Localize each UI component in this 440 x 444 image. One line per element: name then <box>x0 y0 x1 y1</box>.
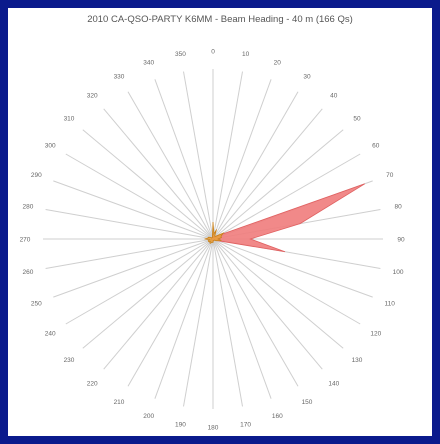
angle-tick-label: 80 <box>394 204 402 211</box>
spoke-line <box>212 79 272 240</box>
angle-tick-label: 0 <box>211 48 215 55</box>
series-area-0 <box>210 183 366 253</box>
angle-tick-label: 330 <box>114 74 125 81</box>
angle-tick-label: 150 <box>302 399 313 406</box>
spoke-line <box>212 238 344 349</box>
angle-tick-label: 40 <box>330 92 338 99</box>
angle-tick-label: 300 <box>45 142 56 149</box>
chart-title: 2010 CA-QSO-PARTY K6MM - Beam Heading - … <box>87 14 353 25</box>
spoke-line <box>53 180 214 240</box>
angle-tick-label: 200 <box>143 413 154 420</box>
spoke-line <box>154 238 214 399</box>
angle-tick-label: 320 <box>87 92 98 99</box>
angle-tick-label: 120 <box>370 330 381 337</box>
angle-tick-label: 210 <box>114 399 125 406</box>
angle-tick-label: 70 <box>386 172 394 179</box>
spoke-line <box>65 238 214 325</box>
angle-tick-label: 250 <box>31 301 42 308</box>
spoke-line <box>212 91 299 240</box>
spoke-line <box>212 238 323 370</box>
spoke-line <box>212 238 272 399</box>
angle-tick-label: 100 <box>393 269 404 276</box>
spoke-line <box>183 71 214 240</box>
angle-tick-label: 60 <box>372 142 380 149</box>
angle-labels: 0 10 20 30 40 50 60 70 80 90 100 110 120 130 140 150 160… <box>20 48 405 431</box>
spoke-line <box>103 238 214 370</box>
angle-tick-label: 20 <box>274 60 282 67</box>
angle-tick-label: 310 <box>64 116 75 123</box>
angle-tick-label: 10 <box>242 51 250 58</box>
angle-tick-label: 220 <box>87 380 98 387</box>
spoke-line <box>45 209 214 240</box>
angle-tick-label: 260 <box>22 269 33 276</box>
spoke-line <box>212 238 373 298</box>
angle-tick-label: 50 <box>353 116 361 123</box>
angle-tick-label: 180 <box>208 424 219 431</box>
polar-chart: 0 10 20 30 40 50 60 70 80 90 100 110 120 130 140 150 160… <box>20 48 405 431</box>
angle-tick-label: 340 <box>143 60 154 67</box>
spoke-line <box>212 238 361 325</box>
spoke-line <box>212 71 243 240</box>
angle-tick-label: 190 <box>175 421 186 428</box>
angle-tick-label: 30 <box>303 74 311 81</box>
spoke-line <box>212 108 323 240</box>
chart-frame: 2010 CA-QSO-PARTY K6MM - Beam Heading - … <box>8 8 432 436</box>
angle-tick-label: 90 <box>397 236 405 243</box>
spoke-line <box>212 129 344 240</box>
angle-tick-label: 110 <box>385 301 396 308</box>
angle-tick-label: 280 <box>22 204 33 211</box>
spoke-line <box>82 238 214 349</box>
spoke-line <box>212 238 299 387</box>
spoke-line <box>183 238 214 407</box>
series-area-1 <box>204 221 225 244</box>
spoke-line <box>127 91 214 240</box>
angle-tick-label: 140 <box>328 380 339 387</box>
angle-tick-label: 270 <box>20 236 31 243</box>
spoke-line <box>212 153 361 240</box>
angle-tick-label: 230 <box>64 357 75 364</box>
spoke-line <box>103 108 214 240</box>
spoke-lines <box>43 69 383 409</box>
angle-tick-label: 170 <box>240 421 251 428</box>
angle-tick-label: 130 <box>352 357 363 364</box>
spoke-line <box>82 129 214 240</box>
spoke-line <box>154 79 214 240</box>
spoke-line <box>45 238 214 269</box>
data-areas <box>204 183 366 253</box>
angle-tick-label: 240 <box>45 330 56 337</box>
spoke-line <box>127 238 214 387</box>
angle-tick-label: 350 <box>175 51 186 58</box>
spoke-line <box>53 238 214 298</box>
angle-tick-label: 160 <box>272 413 283 420</box>
spoke-line <box>65 153 214 240</box>
angle-tick-label: 290 <box>31 172 42 179</box>
spoke-line <box>212 238 243 407</box>
